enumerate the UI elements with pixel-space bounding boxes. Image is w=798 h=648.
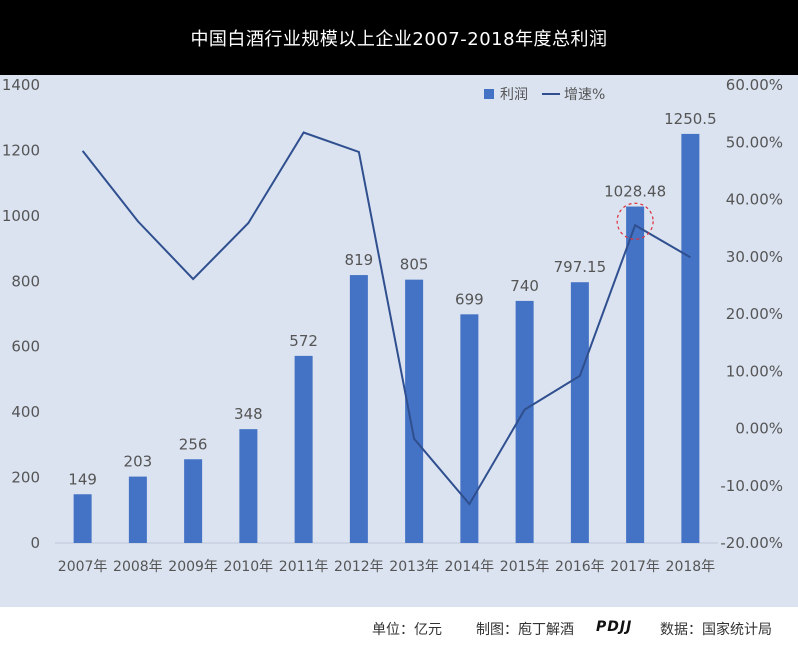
chart-footer: 单位：亿元 制图：庖丁解酒 PDJJ 数据：国家统计局 (0, 607, 798, 648)
legend-bar-swatch (484, 89, 494, 99)
right-axis-tick-label: 40.00% (726, 191, 783, 209)
bar (460, 314, 479, 543)
bar (73, 494, 92, 543)
bar (184, 459, 203, 543)
x-axis-tick-label: 2008年 (113, 559, 163, 575)
bar (405, 279, 424, 543)
source-note: 数据：国家统计局 (660, 622, 772, 638)
x-axis-tick-label: 2009年 (168, 559, 218, 575)
bar-data-label: 805 (400, 256, 429, 274)
bar-data-label: 699 (455, 290, 484, 308)
bar-data-label: 819 (345, 251, 374, 269)
bar-data-label: 348 (234, 405, 263, 423)
left-axis-tick-label: 1200 (2, 141, 40, 159)
chart-title: 中国白酒行业规模以上企业2007-2018年度总利润 (190, 28, 608, 50)
bar (626, 206, 645, 544)
right-axis-tick-label: 10.00% (726, 362, 783, 380)
bar (515, 300, 534, 543)
x-axis-tick-label: 2010年 (224, 559, 274, 575)
right-axis-tick-label: 60.00% (726, 76, 783, 94)
x-axis-tick-label: 2014年 (445, 559, 495, 575)
bar-data-label: 1028.48 (604, 183, 666, 201)
x-axis-tick-label: 2013年 (389, 559, 439, 575)
x-axis-tick-label: 2015年 (500, 559, 550, 575)
right-axis-tick-label: 0.00% (735, 420, 783, 438)
x-axis-tick-label: 2007年 (58, 559, 108, 575)
left-axis-tick-label: 200 (11, 469, 40, 487)
left-axis-tick-label: 1400 (2, 76, 40, 94)
bar-data-label: 572 (289, 332, 318, 350)
bar-data-label: 797.15 (554, 258, 607, 276)
made-by-note: 制图：庖丁解酒 (476, 622, 574, 638)
right-axis-tick-label: -20.00% (720, 534, 783, 552)
legend-bar-label: 利润 (500, 87, 528, 103)
bar-data-label: 203 (124, 453, 153, 471)
bar-data-label: 149 (68, 470, 97, 488)
combo-chart: 0 200 400 600 800 1000 1200 1400 -20.00% -10.00% 0… (2, 76, 783, 575)
right-axis-tick-label: 30.00% (726, 248, 783, 266)
bar (294, 355, 313, 543)
left-axis-tick-label: 800 (11, 272, 40, 290)
right-axis-tick-label: -10.00% (720, 477, 783, 495)
bar-data-label: 740 (510, 277, 539, 295)
x-axis-tick-label: 2016年 (555, 559, 605, 575)
bar-data-label: 256 (179, 435, 208, 453)
bar (128, 476, 147, 543)
brand-logo: PDJJ (596, 619, 633, 635)
plot-area: 0 200 400 600 800 1000 1200 1400 -20.00% -10.00% 0… (0, 75, 798, 607)
growth-line (81, 131, 691, 506)
x-axis-tick-label: 2011年 (279, 559, 329, 575)
left-axis-tick-label: 0 (30, 534, 40, 552)
bar (681, 133, 700, 544)
bar-data-label: 1250.5 (664, 110, 717, 128)
bar (239, 429, 258, 543)
unit-note: 单位：亿元 (372, 622, 442, 638)
legend-line-label: 增速% (564, 87, 605, 103)
left-axis-tick-label: 400 (11, 403, 40, 421)
x-axis-tick-label: 2012年 (334, 559, 384, 575)
right-axis-tick-label: 20.00% (726, 305, 783, 323)
left-axis-tick-label: 1000 (2, 207, 40, 225)
highlight-circle (616, 202, 654, 240)
left-axis-tick-label: 600 (11, 338, 40, 356)
chart-header: 中国白酒行业规模以上企业2007-2018年度总利润 (0, 0, 798, 75)
x-axis-tick-label: 2017年 (610, 559, 660, 575)
right-axis-tick-label: 50.00% (726, 133, 783, 151)
bar (570, 282, 589, 543)
x-axis-tick-label: 2018年 (666, 559, 716, 575)
bar (349, 275, 368, 543)
